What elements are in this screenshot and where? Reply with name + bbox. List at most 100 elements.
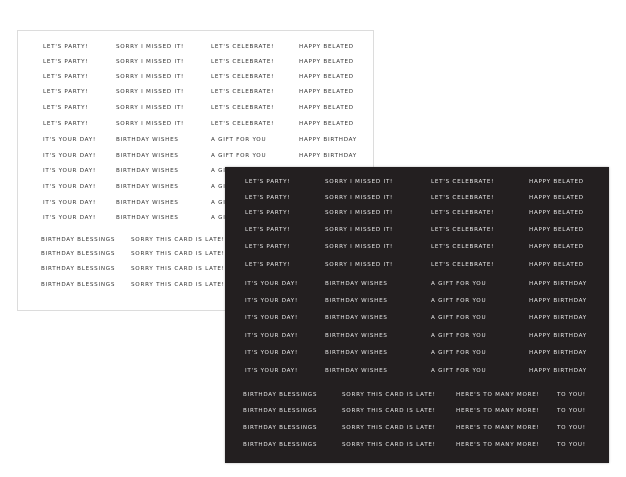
sticker-label: LET'S PARTY!: [43, 89, 89, 95]
sticker-label: HAPPY BELATED: [299, 74, 354, 80]
sticker-label: IT'S YOUR DAY!: [43, 168, 96, 174]
sticker-label: HAPPY BELATED: [529, 179, 584, 185]
sticker-label: TO YOU!: [557, 442, 586, 448]
sticker-label: BIRTHDAY WISHES: [325, 298, 388, 304]
sticker-label: SORRY I MISSED IT!: [116, 59, 184, 65]
sticker-label: BIRTHDAY BLESSINGS: [243, 392, 318, 398]
sticker-label: LET'S PARTY!: [245, 262, 291, 268]
sticker-label: IT'S YOUR DAY!: [43, 153, 96, 159]
sticker-label: BIRTHDAY BLESSINGS: [41, 237, 116, 243]
sticker-label: IT'S YOUR DAY!: [43, 200, 96, 206]
sticker-label: HAPPY BELATED: [299, 59, 354, 65]
sticker-label: LET'S PARTY!: [245, 179, 291, 185]
sticker-label: LET'S CELEBRATE!: [431, 195, 495, 201]
sticker-label: SORRY I MISSED IT!: [116, 74, 184, 80]
sticker-label: IT'S YOUR DAY!: [245, 298, 298, 304]
sticker-label: IT'S YOUR DAY!: [245, 350, 298, 356]
sticker-label: HAPPY BELATED: [299, 44, 354, 50]
sticker-label: BIRTHDAY WISHES: [116, 153, 179, 159]
sticker-label: IT'S YOUR DAY!: [245, 368, 298, 374]
sticker-label: SORRY I MISSED IT!: [116, 89, 184, 95]
sticker-label: HAPPY BELATED: [299, 105, 354, 111]
sticker-label: HAPPY BELATED: [529, 227, 584, 233]
sticker-label: BIRTHDAY WISHES: [116, 168, 179, 174]
sticker-label: SORRY I MISSED IT!: [325, 195, 393, 201]
sticker-label: SORRY I MISSED IT!: [325, 262, 393, 268]
sticker-label: SORRY I MISSED IT!: [325, 179, 393, 185]
sticker-label: A GIFT FOR YOU: [211, 153, 267, 159]
sticker-label: HAPPY BELATED: [529, 262, 584, 268]
sticker-label: LET'S CELEBRATE!: [211, 74, 275, 80]
sticker-label: LET'S CELEBRATE!: [211, 44, 275, 50]
sticker-label: LET'S PARTY!: [43, 74, 89, 80]
sticker-label: LET'S PARTY!: [245, 210, 291, 216]
sticker-label: HAPPY BELATED: [529, 210, 584, 216]
sticker-label: LET'S CELEBRATE!: [211, 105, 275, 111]
sticker-label: A GIFT FOR YOU: [431, 350, 487, 356]
sticker-label: HAPPY BIRTHDAY: [529, 350, 587, 356]
sticker-label: BIRTHDAY WISHES: [116, 184, 179, 190]
sticker-label: BIRTHDAY BLESSINGS: [243, 408, 318, 414]
sticker-label: IT'S YOUR DAY!: [43, 215, 96, 221]
sticker-label: HAPPY BELATED: [529, 195, 584, 201]
sticker-label: A GIFT FOR YOU: [431, 298, 487, 304]
sticker-label: LET'S PARTY!: [245, 244, 291, 250]
sticker-label: A GIFT FOR YOU: [431, 333, 487, 339]
sticker-label: BIRTHDAY BLESSINGS: [41, 266, 116, 272]
sticker-label: BIRTHDAY WISHES: [116, 137, 179, 143]
sticker-label: SORRY THIS CARD IS LATE!: [342, 408, 436, 414]
sticker-label: LET'S CELEBRATE!: [431, 227, 495, 233]
sticker-label: HAPPY BIRTHDAY: [529, 333, 587, 339]
sticker-label: BIRTHDAY WISHES: [116, 200, 179, 206]
sticker-label: BIRTHDAY BLESSINGS: [243, 442, 318, 448]
sticker-label: SORRY THIS CARD IS LATE!: [131, 282, 225, 288]
sticker-label: HAPPY BIRTHDAY: [529, 368, 587, 374]
sticker-label: LET'S CELEBRATE!: [211, 89, 275, 95]
sticker-label: HAPPY BELATED: [299, 121, 354, 127]
sticker-label: BIRTHDAY WISHES: [116, 215, 179, 221]
sticker-label: SORRY THIS CARD IS LATE!: [131, 237, 225, 243]
sticker-label: LET'S PARTY!: [43, 59, 89, 65]
sticker-label: IT'S YOUR DAY!: [245, 315, 298, 321]
black-sticker-sheet: LET'S PARTY! SORRY I MISSED IT! LET'S CELE…: [225, 167, 609, 463]
sticker-label: LET'S PARTY!: [245, 195, 291, 201]
sticker-label: A GIFT FOR YOU: [431, 315, 487, 321]
sticker-label: HERE'S TO MANY MORE!: [456, 392, 540, 398]
sticker-label: LET'S CELEBRATE!: [431, 210, 495, 216]
sticker-label: IT'S YOUR DAY!: [245, 281, 298, 287]
sticker-label: HERE'S TO MANY MORE!: [456, 442, 540, 448]
sticker-label: LET'S CELEBRATE!: [211, 59, 275, 65]
sticker-label: SORRY I MISSED IT!: [325, 244, 393, 250]
sticker-label: BIRTHDAY BLESSINGS: [41, 251, 116, 257]
sticker-label: SORRY I MISSED IT!: [116, 121, 184, 127]
sticker-label: HAPPY BIRTHDAY: [529, 281, 587, 287]
sticker-label: HAPPY BELATED: [299, 89, 354, 95]
sticker-label: SORRY I MISSED IT!: [116, 44, 184, 50]
sticker-label: A GIFT FOR YOU: [211, 137, 267, 143]
sticker-label: HAPPY BIRTHDAY: [529, 298, 587, 304]
sticker-label: LET'S CELEBRATE!: [431, 179, 495, 185]
sticker-label: TO YOU!: [557, 425, 586, 431]
sticker-label: LET'S PARTY!: [43, 44, 89, 50]
sticker-label: TO YOU!: [557, 408, 586, 414]
sticker-label: IT'S YOUR DAY!: [245, 333, 298, 339]
sticker-label: HERE'S TO MANY MORE!: [456, 408, 540, 414]
sticker-label: SORRY I MISSED IT!: [325, 227, 393, 233]
sticker-label: SORRY THIS CARD IS LATE!: [131, 251, 225, 257]
sticker-label: HAPPY BIRTHDAY: [299, 153, 357, 159]
sticker-label: SORRY THIS CARD IS LATE!: [342, 442, 436, 448]
sticker-label: HAPPY BIRTHDAY: [529, 315, 587, 321]
sticker-label: HAPPY BIRTHDAY: [299, 137, 357, 143]
sticker-label: BIRTHDAY BLESSINGS: [41, 282, 116, 288]
sticker-label: BIRTHDAY WISHES: [325, 315, 388, 321]
sticker-label: LET'S CELEBRATE!: [211, 121, 275, 127]
sticker-label: BIRTHDAY BLESSINGS: [243, 425, 318, 431]
sticker-label: SORRY THIS CARD IS LATE!: [342, 392, 436, 398]
sticker-label: SORRY I MISSED IT!: [116, 105, 184, 111]
sticker-label: LET'S PARTY!: [43, 121, 89, 127]
sticker-label: BIRTHDAY WISHES: [325, 333, 388, 339]
sticker-label: IT'S YOUR DAY!: [43, 137, 96, 143]
sticker-label: LET'S CELEBRATE!: [431, 262, 495, 268]
sticker-label: A GIFT FOR YOU: [431, 281, 487, 287]
sticker-label: SORRY THIS CARD IS LATE!: [342, 425, 436, 431]
